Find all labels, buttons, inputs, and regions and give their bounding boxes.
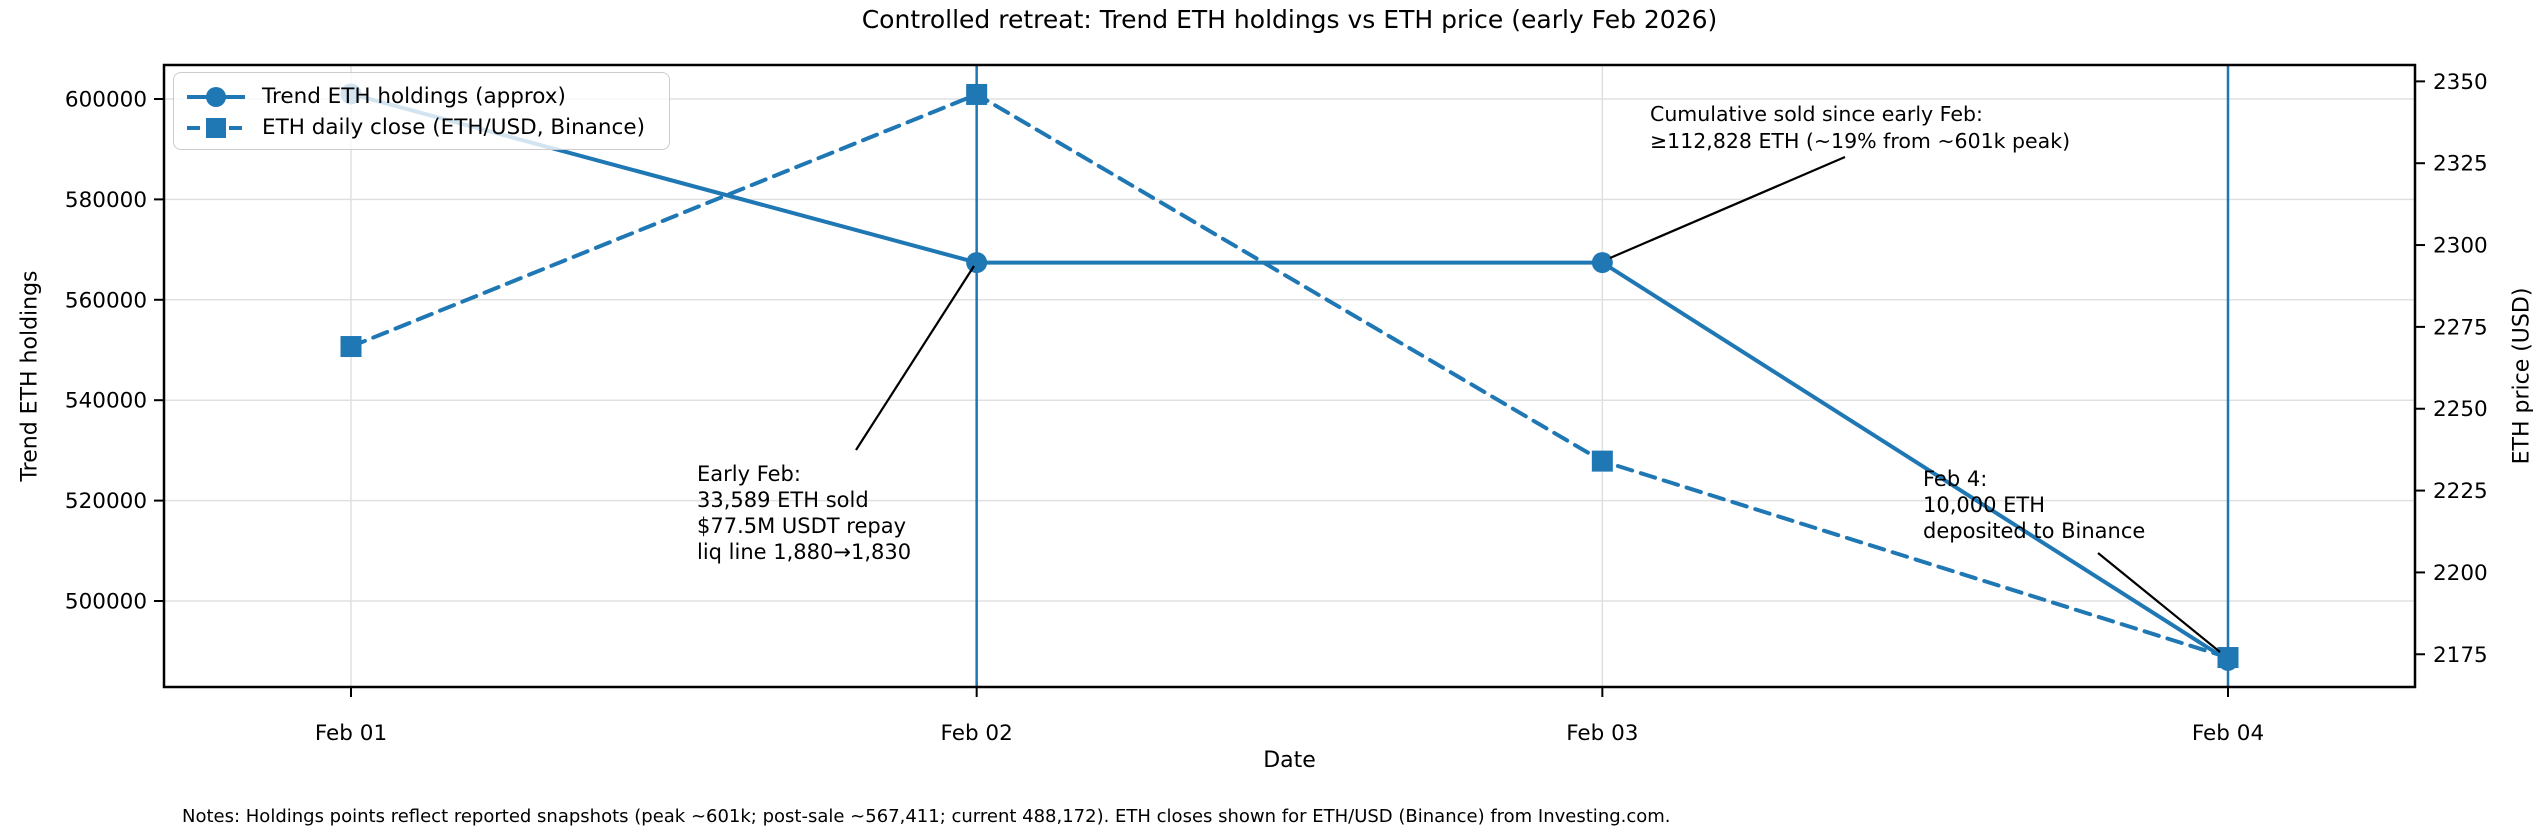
right-tick-label: 2300 — [2433, 234, 2488, 259]
gridlines — [164, 65, 2415, 687]
plot-frame — [162, 63, 2417, 689]
right-tick-label: 2325 — [2433, 152, 2488, 177]
annotation-line: Cumulative sold since early Feb: — [1650, 102, 1983, 126]
x-tick-label: Feb 01 — [315, 721, 387, 746]
series-line-left — [349, 91, 2230, 663]
annotation-line: ≥112,828 ETH (~19% from ~601k peak) — [1650, 129, 2071, 153]
square-marker — [1591, 450, 1613, 472]
right-tick-label: 2200 — [2433, 561, 2488, 586]
annotation-arrow — [1609, 155, 1846, 260]
legend-label: Trend ETH holdings (approx) — [262, 84, 566, 109]
annotation-line: 10,000 ETH — [1923, 493, 2046, 517]
annotation-connectors — [855, 155, 2221, 653]
chart-title: Controlled retreat: Trend ETH holdings v… — [861, 5, 1718, 34]
tick-labels: 500000 520000 540000 560000 580000 600000 2175… — [65, 70, 2488, 746]
x-tick-label: Feb 04 — [2192, 721, 2264, 746]
annotation-line: 33,589 ETH sold — [697, 488, 869, 512]
annotation-line: Early Feb: — [697, 462, 801, 486]
left-tick-label: 600000 — [65, 87, 147, 112]
tick-marks — [154, 80, 2425, 697]
x-tick-label: Feb 02 — [941, 721, 1013, 746]
legend: Trend ETH holdings (approx) ETH daily cl… — [173, 72, 670, 150]
annotation-early-feb: Early Feb: 33,589 ETH sold $77.5M USDT rep… — [697, 461, 911, 565]
square-marker — [340, 336, 362, 358]
left-axis-label: Trend ETH holdings — [17, 270, 43, 482]
legend-label: ETH daily close (ETH/USD, Binance) — [262, 115, 645, 140]
series-lines — [349, 91, 2230, 663]
right-tick-label: 2275 — [2433, 315, 2488, 340]
right-tick-label: 2350 — [2433, 70, 2488, 95]
footer-note: Notes: Holdings points reflect reported … — [182, 806, 1671, 827]
square-marker — [2217, 647, 2239, 669]
x-axis-label: Date — [1263, 748, 1316, 773]
annotation-line: liq line 1,880→1,830 — [697, 540, 912, 564]
annotation-cumulative-sold: Cumulative sold since early Feb: ≥112,828… — [1650, 101, 2070, 155]
circle-marker — [966, 252, 988, 274]
x-tick-label: Feb 03 — [1566, 721, 1638, 746]
left-tick-label: 560000 — [65, 288, 147, 313]
dashed-line-square-marker-icon — [187, 117, 245, 138]
right-tick-label: 2225 — [2433, 479, 2488, 504]
right-tick-label: 2175 — [2433, 643, 2488, 668]
square-marker — [966, 83, 988, 105]
circle-marker — [1591, 252, 1613, 274]
annotation-arrow — [2097, 552, 2221, 653]
series-line-right — [349, 92, 2230, 660]
legend-entry-holdings: Trend ETH holdings (approx) — [184, 81, 655, 112]
annotation-line: deposited to Binance — [1923, 519, 2146, 543]
right-axis-label: ETH price (USD) — [2509, 287, 2535, 465]
right-tick-label: 2250 — [2433, 397, 2488, 422]
annotation-line: $77.5M USDT repay — [697, 514, 907, 538]
left-tick-label: 540000 — [65, 389, 147, 414]
legend-entry-price: ETH daily close (ETH/USD, Binance) — [184, 112, 655, 143]
left-tick-label: 520000 — [65, 489, 147, 514]
left-tick-label: 500000 — [65, 590, 147, 615]
left-tick-label: 580000 — [65, 188, 147, 213]
solid-line-circle-marker-icon — [187, 86, 245, 107]
event-vlines — [975, 65, 2230, 687]
annotation-feb4-deposit: Feb 4: 10,000 ETH deposited to Binance — [1923, 466, 2145, 544]
series-markers — [340, 83, 2239, 671]
annotation-arrow — [855, 265, 975, 451]
annotation-line: Feb 4: — [1923, 467, 1988, 491]
